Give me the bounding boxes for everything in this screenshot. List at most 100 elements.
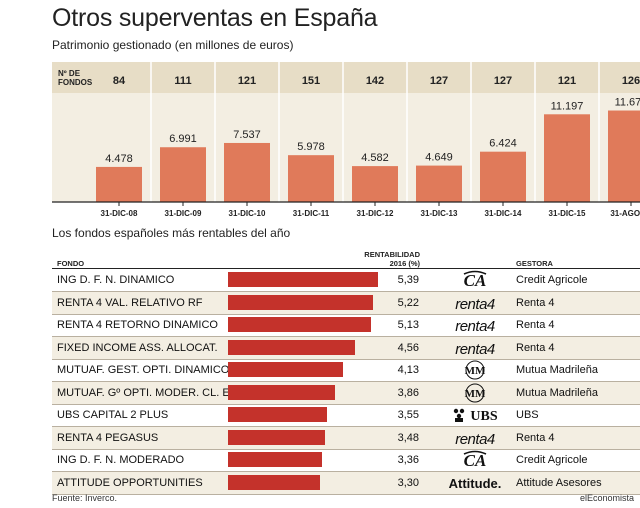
patrimonio-bar [288,155,334,202]
fund-count-label: 121 [558,75,576,87]
table-row: ING D. F. N. MODERADO 3,36 CA Credit Agri… [52,449,640,471]
gestora-name: Mutua Madrileña [516,364,598,376]
patrimonio-bar [480,151,526,202]
table-row: MUTUAF. GEST. OPTI. DINAMICO 4,13 MM Mutu… [52,359,640,381]
renta4-logo: renta4 [455,296,495,313]
gestora-logo: renta4 [444,293,506,313]
patrimonio-bar-chart: 84 4.478 31-DIC-08 111 6.991 31-DIC-09 121 7.53… [52,62,640,218]
column-header-fondo: FONDO [57,259,85,268]
patrimonio-bar [416,165,462,202]
x-tick-label: 31-DIC-08 [101,209,138,218]
mutua-madrilena-logo: MM [465,360,486,380]
return-bar [228,362,343,377]
row-separator [52,493,640,495]
fund-name: MUTUAF. GEST. OPTI. DINAMICO [57,364,230,376]
return-value: 5,39 [397,274,419,286]
x-tick-label: 31-DIC-13 [421,209,458,218]
fund-count-band [52,62,640,93]
return-value: 4,13 [397,364,419,376]
bar-value-label: 7.537 [233,129,261,141]
row-separator [52,358,640,360]
patrimonio-bar [224,142,270,202]
fund-name: ING D. F. N. MODERADO [57,454,185,466]
patrimonio-bar [352,166,398,202]
publisher-brand: elEconomista [579,493,634,503]
x-tick-label: 31-DIC-15 [549,209,586,218]
gestora-name: Credit Agricole [516,454,588,466]
ranking-title: Los fondos españoles más rentables del a… [52,226,291,240]
chart-subtitle: Patrimonio gestionado (en millones de eu… [52,38,294,52]
source-note: Fuente: Inverco. [52,493,118,503]
return-value: 3,86 [397,386,419,399]
svg-text:Attitude.: Attitude. [449,476,502,491]
fund-count-label: 151 [302,75,320,87]
svg-text:UBS: UBS [470,409,497,424]
fund-name: RENTA 4 VAL. RELATIVO RF [57,296,203,309]
credit-agricole-logo: CA [464,450,487,470]
fund-count-label: Nº DE FONDOS [58,69,93,87]
fund-name: RENTA 4 RETORNO DINAMICO [57,319,218,331]
fund-name: ATTITUDE OPPORTUNITIES [57,476,203,489]
x-tick-label: 31-AGO-16 [610,209,640,218]
svg-text:renta4: renta4 [455,341,495,358]
table-header-rule [52,268,640,269]
return-bar [228,429,325,445]
fund-count-label: 121 [238,75,256,87]
table-row: RENTA 4 RETORNO DINAMICO 5,13 renta4 Rent… [52,314,640,336]
gestora-logo: Attitude. [444,473,506,493]
x-tick-label: 31-DIC-11 [293,209,330,218]
fund-name: RENTA 4 PEGASUS [57,431,159,444]
bar-value-label: 6.424 [489,138,517,150]
bar-value-label: 6.991 [169,133,197,145]
table-row: UBS CAPITAL 2 PLUS 3,55 UBS UBS [52,404,640,426]
return-bar [228,339,355,355]
gestora-logo: MM [444,383,506,403]
row-separator [52,403,640,405]
renta4-logo: renta4 [455,341,495,358]
renta4-logo: renta4 [455,318,495,335]
x-tick-label: 31-DIC-09 [165,209,202,218]
credit-agricole-logo: CA [464,270,486,290]
chart-title: Otros superventas en España [52,4,378,32]
return-bar [228,317,371,332]
gestora-logo: renta4 [444,315,506,335]
return-bar [228,407,327,422]
gestora-logo: CA [444,270,506,290]
fund-name: MUTUAF. Gº OPTI. MODER. CL. E [57,386,230,399]
fund-name: FIXED INCOME ASS. ALLOCAT. [57,341,218,354]
bar-value-label: 11.197 [551,100,584,112]
svg-text:renta4: renta4 [455,431,495,448]
mutua-madrilena-logo: MM [465,383,486,402]
bar-value-label: 4.478 [105,153,133,165]
column-header-gestora: GESTORA [516,259,553,268]
table-row: ATTITUDE OPPORTUNITIES 3,30 Attitude. Att… [52,471,640,494]
return-bar [228,294,374,310]
return-value: 3,36 [397,454,419,466]
x-tick-label: 31-DIC-10 [229,209,266,218]
bar-value-label: 5.978 [297,141,325,153]
renta4-logo: renta4 [455,431,495,448]
return-value: 3,55 [397,409,419,421]
gestora-name: Renta 4 [516,319,555,331]
table-row: ING D. F. N. DINAMICO 5,39 CA Credit Agri… [52,269,640,291]
return-value: 3,30 [397,476,419,489]
table-row: MUTUAF. Gº OPTI. MODER. CL. E 3,86 MM Mut… [52,381,640,404]
patrimonio-bar [96,166,142,202]
return-value: 5,22 [397,296,419,309]
bar-value-label: 4.649 [425,152,453,164]
row-separator [52,448,640,450]
bar-value-label: 4.582 [361,152,389,164]
svg-text:CA: CA [464,451,487,470]
gestora-name: Mutua Madrileña [516,386,598,399]
return-bar [228,474,320,490]
gestora-name: Renta 4 [516,296,555,309]
gestora-logo: UBS [444,405,506,425]
svg-text:MM: MM [465,365,486,377]
return-bar [228,452,322,467]
return-bar [228,272,378,287]
fund-name: ING D. F. N. DINAMICO [57,274,175,286]
return-value: 3,48 [397,431,419,444]
return-value: 5,13 [397,319,419,331]
gestora-logo: MM [444,360,506,380]
gestora-name: Renta 4 [516,431,555,444]
